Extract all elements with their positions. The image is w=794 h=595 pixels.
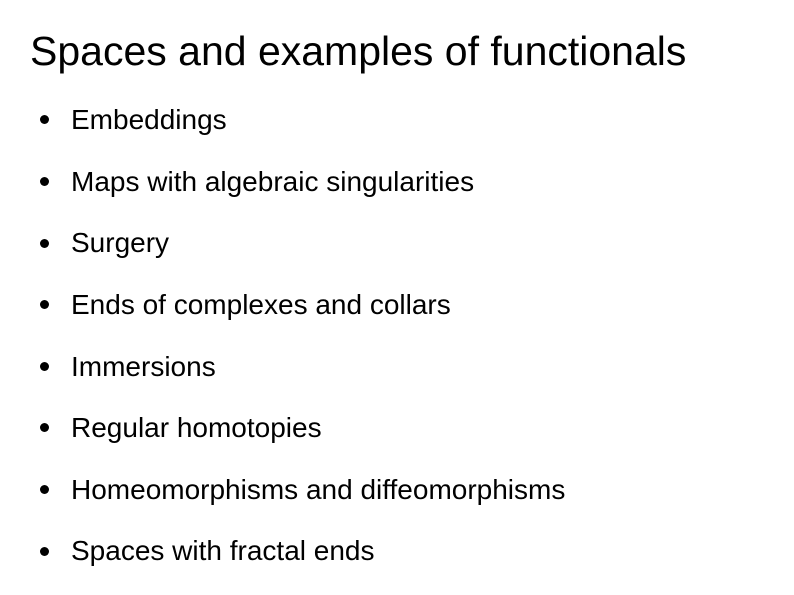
- bullet-icon: [40, 177, 49, 186]
- bullet-list: Embeddings Maps with algebraic singulari…: [30, 103, 764, 568]
- bullet-icon: [40, 485, 49, 494]
- bullet-text: Immersions: [71, 350, 216, 384]
- list-item: Spaces with fractal ends: [40, 534, 764, 568]
- bullet-icon: [40, 423, 49, 432]
- bullet-text: Ends of complexes and collars: [71, 288, 451, 322]
- list-item: Surgery: [40, 226, 764, 260]
- bullet-icon: [40, 115, 49, 124]
- list-item: Maps with algebraic singularities: [40, 165, 764, 199]
- bullet-text: Maps with algebraic singularities: [71, 165, 474, 199]
- bullet-icon: [40, 547, 49, 556]
- bullet-text: Regular homotopies: [71, 411, 322, 445]
- list-item: Immersions: [40, 350, 764, 384]
- bullet-text: Homeomorphisms and diffeomorphisms: [71, 473, 565, 507]
- bullet-icon: [40, 300, 49, 309]
- list-item: Embeddings: [40, 103, 764, 137]
- list-item: Regular homotopies: [40, 411, 764, 445]
- bullet-text: Spaces with fractal ends: [71, 534, 375, 568]
- list-item: Homeomorphisms and diffeomorphisms: [40, 473, 764, 507]
- bullet-icon: [40, 362, 49, 371]
- list-item: Ends of complexes and collars: [40, 288, 764, 322]
- bullet-icon: [40, 239, 49, 248]
- bullet-text: Embeddings: [71, 103, 227, 137]
- slide-title: Spaces and examples of functionals: [30, 28, 764, 75]
- bullet-text: Surgery: [71, 226, 169, 260]
- slide: Spaces and examples of functionals Embed…: [0, 0, 794, 595]
